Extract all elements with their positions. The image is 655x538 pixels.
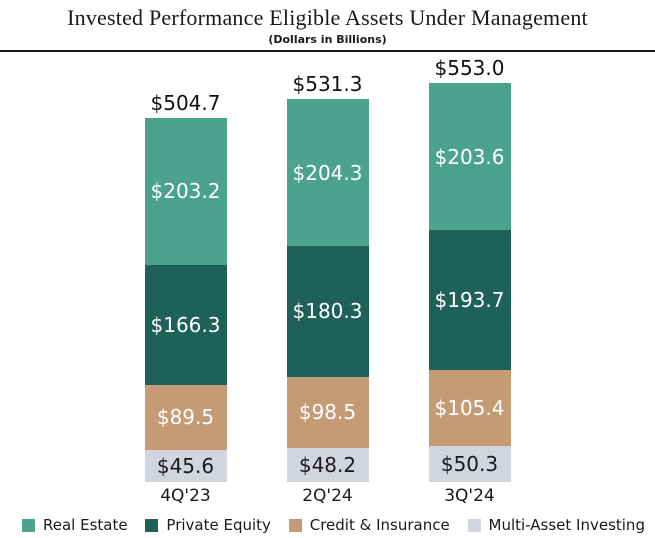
legend-label: Multi-Asset Investing xyxy=(488,516,645,535)
segment-real-estate: $203.6 xyxy=(428,83,511,231)
x-axis-label-3q-24: 3Q'24 xyxy=(444,485,495,506)
legend-label: Private Equity xyxy=(166,516,271,535)
legend-label: Real Estate xyxy=(43,516,128,535)
segment-credit-insurance: $98.5 xyxy=(286,376,369,448)
legend-swatch-credit-insurance xyxy=(288,518,302,532)
chart-legend: Real Estate Private Equity Credit & Insura… xyxy=(0,509,655,534)
legend-item-real-estate: Real Estate xyxy=(22,516,128,534)
segment-real-estate: $204.3 xyxy=(286,98,369,247)
segment-private-equity: $180.3 xyxy=(286,246,369,377)
segment-private-equity: $193.7 xyxy=(428,230,511,370)
segment-credit-insurance: $89.5 xyxy=(144,384,227,450)
segment-private-equity: $166.3 xyxy=(144,264,227,385)
x-axis-label-4q-23: 4Q'23 xyxy=(160,485,211,506)
legend-swatch-multi-asset-investing xyxy=(467,518,481,532)
bar-total-label: $553.0 xyxy=(434,56,505,81)
bar-column-2q-24: $531.3 $204.3 $180.3 $98.5 $48.2 xyxy=(286,71,369,483)
segment-multi-asset-investing: $50.3 xyxy=(428,446,511,483)
chart-header: Invested Performance Eligible Assets Und… xyxy=(0,0,655,46)
segment-multi-asset-investing: $48.2 xyxy=(286,447,369,483)
bar-column-4q-23: $504.7 $203.2 $166.3 $89.5 $45.6 xyxy=(144,91,227,483)
x-axis-label-2q-24: 2Q'24 xyxy=(302,485,353,506)
legend-item-private-equity: Private Equity xyxy=(145,516,271,534)
page-title: Invested Performance Eligible Assets Und… xyxy=(67,5,588,30)
header-divider xyxy=(0,50,655,53)
segment-multi-asset-investing: $45.6 xyxy=(144,449,227,483)
segment-credit-insurance: $105.4 xyxy=(428,370,511,447)
bar-total-label: $531.3 xyxy=(292,71,363,96)
legend-swatch-real-estate xyxy=(22,518,35,532)
legend-item-multi-asset-investing: Multi-Asset Investing xyxy=(467,516,645,535)
bar-column-3q-24: $553.0 $203.6 $193.7 $105.4 $50.3 xyxy=(428,56,511,483)
legend-item-credit-insurance: Credit & Insurance xyxy=(288,516,450,535)
segment-real-estate: $203.2 xyxy=(144,118,227,265)
stacked-bar: $203.2 $166.3 $89.5 $45.6 xyxy=(144,118,227,483)
bar-total-label: $504.7 xyxy=(150,91,221,116)
x-axis-labels: 4Q'23 2Q'24 3Q'24 xyxy=(0,482,655,509)
chart-subtitle: (Dollars in Billions) xyxy=(268,33,387,47)
stacked-bar: $204.3 $180.3 $98.5 $48.2 xyxy=(286,98,369,483)
legend-swatch-private-equity xyxy=(145,518,159,532)
stacked-bar: $203.6 $193.7 $105.4 $50.3 xyxy=(428,83,511,483)
stacked-bar-chart: $504.7 $203.2 $166.3 $89.5 $45.6 $531.3 $204.3… xyxy=(0,52,655,483)
legend-label: Credit & Insurance xyxy=(309,516,450,535)
